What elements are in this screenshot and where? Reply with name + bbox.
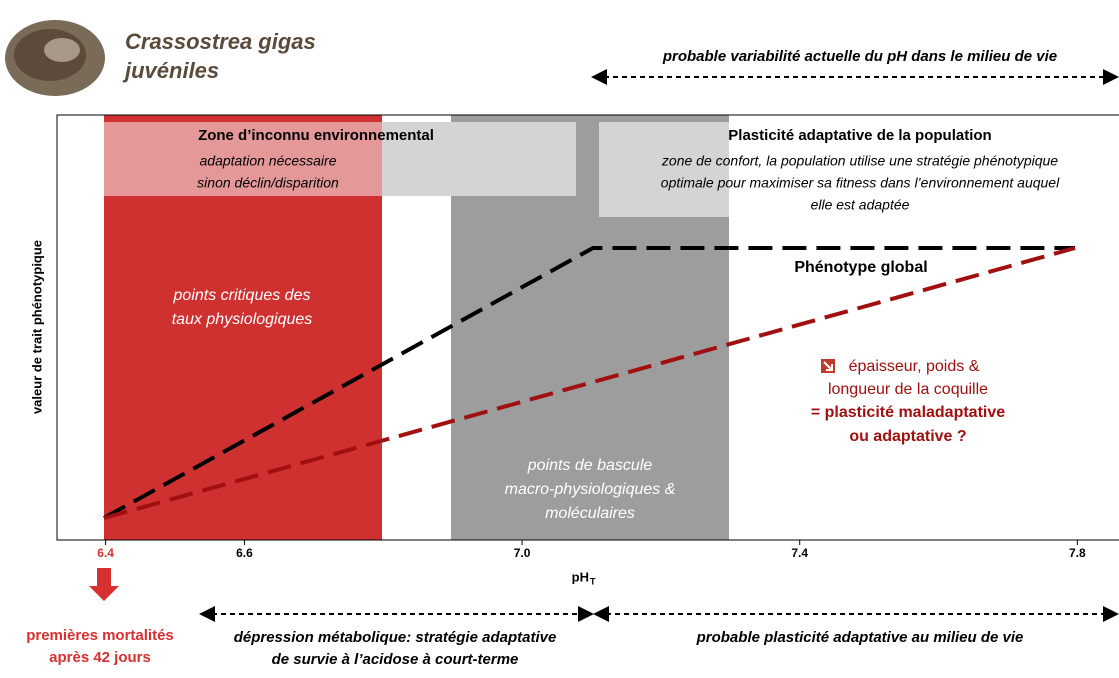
down-icon-arrow <box>823 361 833 371</box>
x-tick-label: 7.0 <box>514 546 531 560</box>
zone-text: zone de confort, la population utilise u… <box>661 153 1058 169</box>
zone-box <box>599 122 729 217</box>
curve-label: longueur de la coquille <box>828 381 988 398</box>
footer-text: après 42 jours <box>49 649 151 666</box>
x-axis-label: pH <box>572 569 589 584</box>
x-tick-label: 6.6 <box>236 546 253 560</box>
zone-box <box>104 122 382 196</box>
footer-text: premières mortalités <box>26 627 174 644</box>
zone-inner: points critiques des <box>173 287 311 304</box>
zone-title: Zone d’inconnu environnemental <box>198 127 434 144</box>
x-tick-label: 7.4 <box>791 546 808 560</box>
title: Crassostrea gigas <box>125 29 316 54</box>
plot-frame <box>56 114 1119 541</box>
zone-title: Plasticité adaptative de la population <box>728 127 991 144</box>
curve-label: Phénotype global <box>794 259 927 276</box>
zone-text: adaptation nécessaire <box>200 153 337 169</box>
x-axis-label-sub: T <box>590 576 596 586</box>
zone-inner: moléculaires <box>545 505 635 522</box>
curve-label: = plasticité maladaptative <box>811 404 1005 421</box>
footer-text: de survie à l’acidose à court-terme <box>272 651 519 668</box>
zone-inner: points de bascule <box>527 457 653 474</box>
zone-box <box>382 122 576 196</box>
zone-inner: macro-physiologiques & <box>505 481 676 498</box>
global-curve <box>103 246 1075 520</box>
y-axis-label: valeur de trait phénotypique <box>29 240 44 414</box>
zone-text: optimale pour maximiser sa fitness dans … <box>661 175 1060 191</box>
curve-label: épaisseur, poids & <box>849 358 980 375</box>
x-tick-label: 6.4 <box>97 546 114 560</box>
x-axis: 6.4 6.6 7.0 7.4 7.8 <box>97 540 1086 560</box>
subtitle: juvéniles <box>122 58 219 83</box>
zone-text: elle est adaptée <box>811 197 910 213</box>
footer-text: dépression métabolique: stratégie adapta… <box>234 629 557 646</box>
oyster-icon <box>5 20 105 96</box>
mortality-arrow <box>89 568 119 601</box>
curve-label: ou adaptative ? <box>849 428 966 445</box>
zone-inner: taux physiologiques <box>172 311 313 328</box>
x-tick-label: 7.8 <box>1069 546 1086 560</box>
zone-text: sinon déclin/disparition <box>197 175 339 191</box>
footer-text: probable plasticité adaptative au milieu… <box>696 629 1024 646</box>
top-note: probable variabilité actuelle du pH dans… <box>662 48 1057 65</box>
shell-curve <box>103 246 1076 520</box>
